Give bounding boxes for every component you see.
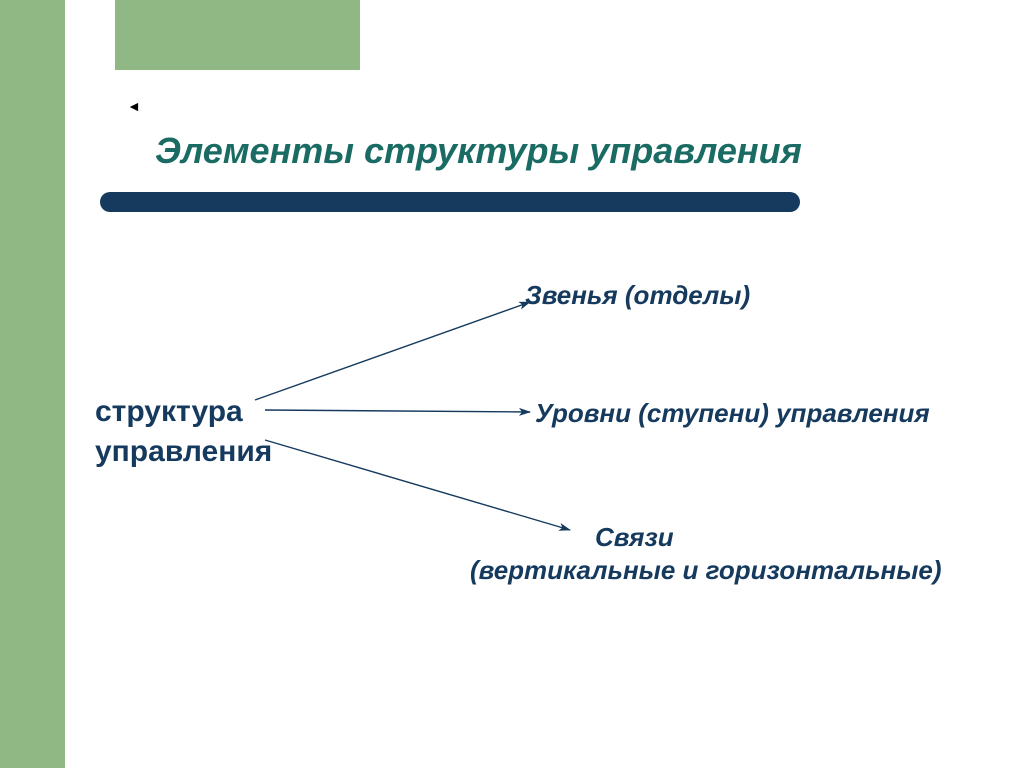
target-levels: Уровни (ступени) управления [535,398,930,429]
arrow-to-connections [265,440,570,530]
source-label-line2: управления [95,435,272,469]
arrow-to-levels [265,410,530,412]
arrow-layer [0,0,1024,768]
source-label-line1: структура [95,395,243,429]
target-connections-line2: (вертикальные и горизонтальные) [470,555,942,586]
target-links: Звенья (отделы) [525,280,750,311]
top-green-block [115,0,360,70]
arrow-to-links [255,302,530,400]
slide-title: Элементы структуры управления [155,130,802,172]
left-green-band [0,0,65,768]
target-connections-line1: Связи [595,522,674,553]
chevron-left-icon: ◄ [127,100,141,116]
title-underline-bar [100,192,800,212]
